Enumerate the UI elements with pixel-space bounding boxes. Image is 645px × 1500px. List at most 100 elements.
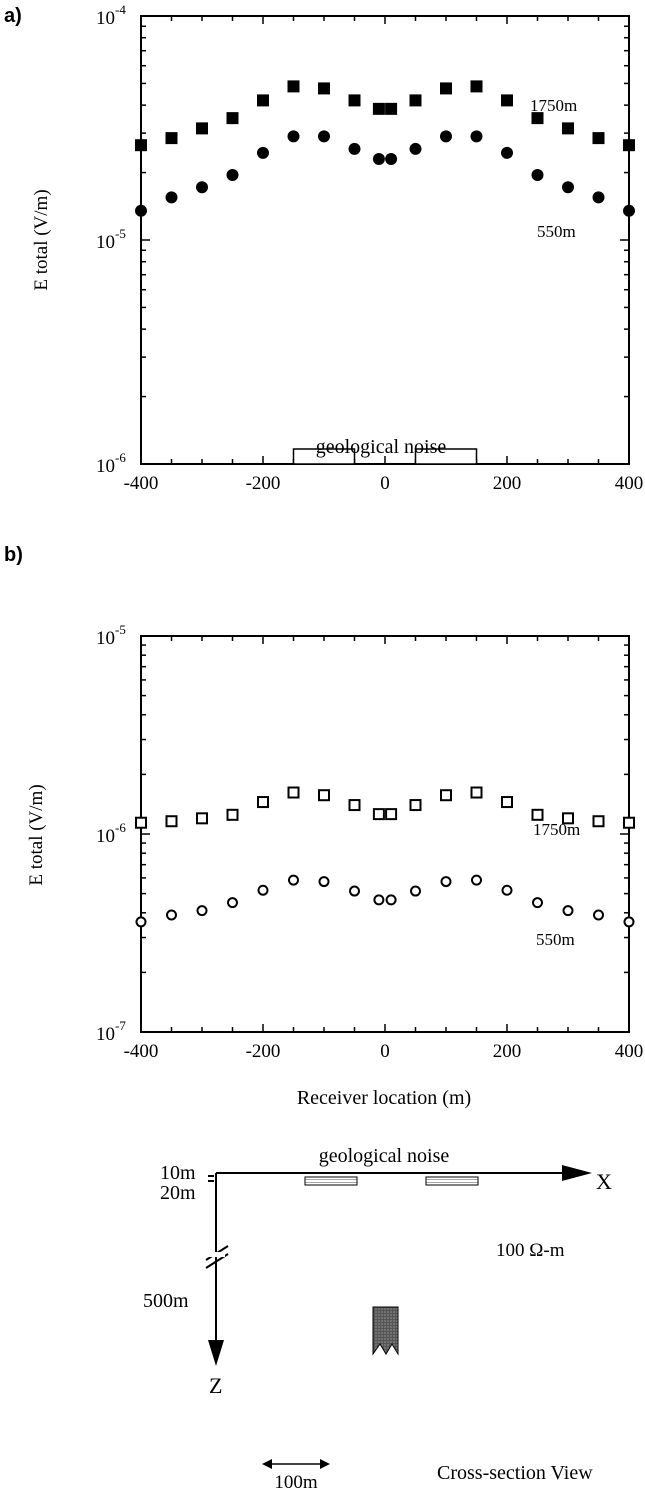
data-point-550m <box>373 894 385 906</box>
series-label-b-1750m: 1750m <box>533 820 580 839</box>
data-point-550m <box>532 897 543 909</box>
y-tick-label-base: 10 <box>96 1024 115 1045</box>
y-tick-label-base: 10 <box>96 628 115 649</box>
data-point-550m <box>257 884 269 896</box>
data-point-1750m <box>226 808 239 821</box>
data-point-1750m <box>592 132 605 145</box>
data-point-1750m <box>257 796 269 809</box>
data-point-550m <box>471 874 482 886</box>
data-point-550m <box>372 152 385 165</box>
y-tick-label-base: 10 <box>96 8 115 29</box>
data-point-550m <box>135 204 147 217</box>
x-tick-label: 0 <box>380 1041 390 1062</box>
data-point-1750m <box>501 94 513 107</box>
x-tick-label: 200 <box>493 1041 522 1062</box>
data-point-550m <box>562 905 574 917</box>
y-tick-label-base: 10 <box>96 826 115 847</box>
geological-noise-body-left <box>304 1176 358 1186</box>
geological-noise-blocks-a <box>292 448 478 465</box>
x-tick-label: 400 <box>615 473 644 494</box>
x-axis-letter: X <box>596 1169 612 1194</box>
data-point-550m <box>470 130 483 143</box>
y-tick-labels-b: 10-510-610-7 <box>96 622 126 1045</box>
data-point-1750m <box>135 816 147 829</box>
data-point-1750m <box>440 82 452 95</box>
y-ticks-b <box>141 635 629 1033</box>
data-point-1750m <box>440 789 452 802</box>
y-tick-label-exponent: -7 <box>115 1018 126 1033</box>
x-axis-label-b: Receiver location (m) <box>297 1087 471 1109</box>
series-label-a-1750m: 1750m <box>530 96 577 115</box>
x-tick-label: -200 <box>246 473 281 494</box>
data-point-1750m <box>562 122 574 135</box>
panel-label-b: b) <box>4 544 23 566</box>
data-point-1750m <box>196 122 208 135</box>
data-point-1750m <box>165 815 178 828</box>
z-axis-letter: Z <box>209 1373 222 1398</box>
data-point-1750m <box>135 139 147 152</box>
panel-label-a: a) <box>4 5 22 27</box>
data-point-550m <box>318 130 330 143</box>
data-point-550m <box>385 152 398 165</box>
data-point-1750m <box>287 80 300 93</box>
data-point-1750m <box>372 102 385 115</box>
data-point-1750m <box>409 94 422 107</box>
y-tick-label-exponent: -6 <box>115 820 126 835</box>
x-tick-label: 0 <box>380 473 390 494</box>
x-tick-label: -400 <box>124 473 159 494</box>
data-point-1750m <box>372 808 385 821</box>
depth-label-500m: 500m <box>143 1290 189 1312</box>
axis-break-gap <box>207 1252 225 1257</box>
geological-noise-body-right <box>425 1176 479 1186</box>
data-point-550m <box>226 169 239 182</box>
data-point-1750m <box>165 132 178 145</box>
series-label-b-550m: 550m <box>536 930 575 949</box>
data-point-1750m <box>562 812 574 825</box>
y-tick-label-exponent: -5 <box>115 622 126 637</box>
chart-panel-b: b) 10-510-610-7 -400 -200 0 200 400 E total … <box>4 544 643 1109</box>
y-tick-label-base: 10 <box>96 232 115 253</box>
data-point-550m <box>257 146 269 159</box>
geological-noise-label-a: geological noise <box>316 436 447 458</box>
data-point-1750m <box>470 80 483 93</box>
x-tick-labels-a: -400 -200 0 200 400 <box>124 473 644 494</box>
z-axis-arrowhead <box>208 1340 224 1366</box>
data-point-550m <box>440 130 452 143</box>
data-point-550m <box>196 905 208 917</box>
cross-section-title: Cross-section View <box>437 1462 593 1484</box>
data-point-1750m <box>348 94 361 107</box>
x-tick-label: 400 <box>615 1041 644 1062</box>
data-point-550m <box>227 897 238 909</box>
data-point-550m <box>135 916 147 928</box>
data-point-1750m <box>623 139 635 152</box>
y-tick-label-exponent: -4 <box>115 2 126 17</box>
data-point-550m <box>440 876 452 888</box>
x-tick-labels-b: -400 -200 0 200 400 <box>124 1041 644 1062</box>
data-point-1750m <box>287 786 300 799</box>
y-tick-label-exponent: -6 <box>115 450 126 465</box>
y-tick-label-base: 10 <box>96 456 115 477</box>
cross-section-diagram: geological noise X Z 10m 20m 500m 100 Ω-… <box>143 1145 612 1493</box>
depth-label-10m: 10m <box>160 1162 196 1184</box>
data-point-550m <box>287 130 300 143</box>
data-point-1750m <box>226 112 239 125</box>
data-points-b <box>135 786 635 928</box>
x-tick-label: -400 <box>124 1041 159 1062</box>
data-point-1750m <box>348 799 361 812</box>
data-point-550m <box>623 916 635 928</box>
x-axis-arrowhead <box>562 1165 592 1181</box>
data-point-550m <box>501 884 513 896</box>
data-point-550m <box>531 169 544 182</box>
data-point-1750m <box>592 815 605 828</box>
data-point-1750m <box>318 82 330 95</box>
data-point-550m <box>623 204 635 217</box>
data-point-1750m <box>196 812 208 825</box>
chart-panel-a: a) 10-410-510-6 -400 -200 0 200 400 E total … <box>4 2 643 494</box>
depth-label-20m: 20m <box>160 1182 196 1204</box>
target-body <box>372 1306 399 1356</box>
data-points-a <box>135 80 635 217</box>
geological-noise-block <box>292 448 356 465</box>
data-point-550m <box>196 181 208 194</box>
data-point-550m <box>166 909 177 921</box>
